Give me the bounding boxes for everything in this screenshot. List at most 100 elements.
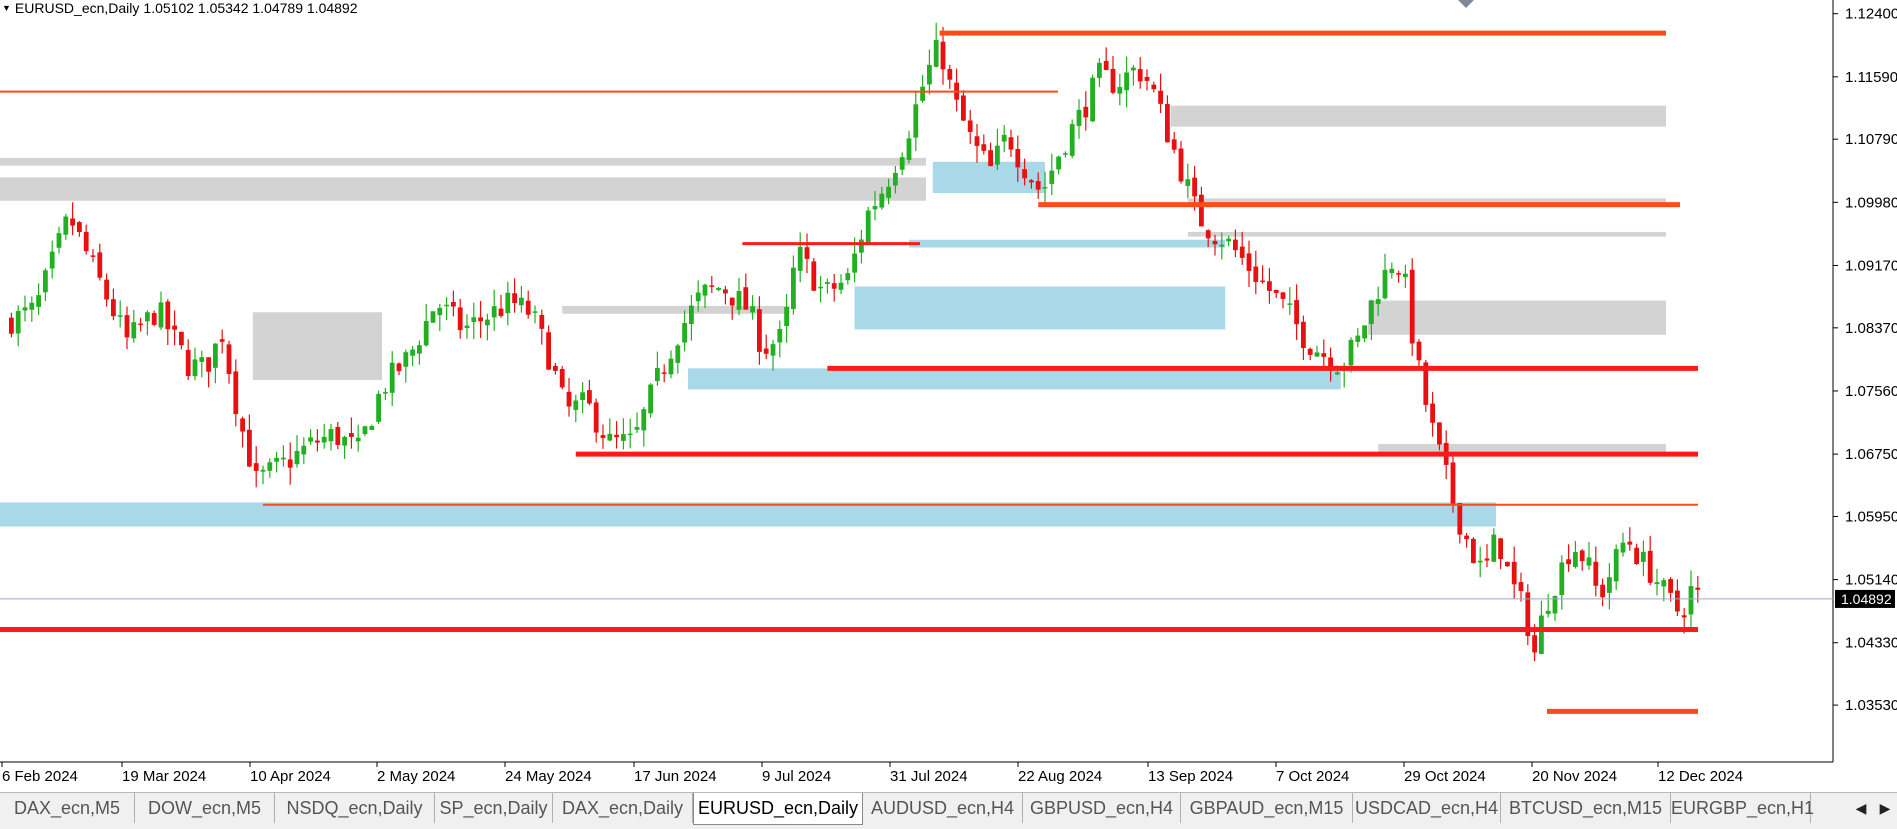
tab-eurgbp-ecn-h1[interactable]: EURGBP_ecn,H1 bbox=[1671, 793, 1814, 823]
candle-bull bbox=[641, 409, 647, 431]
zone-blue-10 bbox=[688, 368, 1341, 390]
y-tick-label: 1.05950 bbox=[1845, 508, 1897, 525]
scroll-tabs-right-icon[interactable]: ▶ bbox=[1874, 797, 1896, 819]
chart-area[interactable]: 1.04892 1.12400 1.11590 1.10790 1.09980 1.091… bbox=[0, 0, 1897, 800]
tab-sp-ecn-daily[interactable]: SP_ecn,Daily bbox=[435, 793, 553, 823]
tab-usdcad-ecn-h4[interactable]: USDCAD_ecn,H4 bbox=[1353, 793, 1501, 823]
candle-bear bbox=[1437, 422, 1442, 445]
candle-bull bbox=[886, 186, 891, 198]
tab-gbpusd-ecn-h4[interactable]: GBPUSD_ecn,H4 bbox=[1023, 793, 1181, 823]
candle-bear bbox=[1158, 90, 1163, 104]
candle-bull bbox=[63, 216, 69, 235]
x-tick-label: 24 May 2024 bbox=[505, 768, 592, 785]
candle-bull bbox=[852, 253, 857, 273]
scroll-tabs-left-icon[interactable]: ◀ bbox=[1850, 797, 1872, 819]
candle-bear bbox=[1178, 148, 1184, 182]
candle-bear bbox=[1239, 246, 1245, 258]
candle-bear bbox=[709, 285, 715, 287]
candle-bull bbox=[1613, 549, 1619, 582]
y-tick-label: 1.09170 bbox=[1845, 257, 1897, 274]
candle-bear bbox=[1328, 357, 1333, 371]
candle-bull bbox=[505, 292, 511, 314]
y-tick-label: 1.08370 bbox=[1845, 320, 1897, 337]
candle-bull bbox=[485, 319, 490, 326]
candle-bull bbox=[784, 307, 789, 327]
candle-bear bbox=[1267, 281, 1272, 291]
candle-bull bbox=[655, 368, 660, 382]
tab-eurusd-ecn-daily[interactable]: EURUSD_ecn,Daily bbox=[693, 793, 863, 825]
candle-bear bbox=[1307, 348, 1313, 355]
candle-bull bbox=[1335, 372, 1340, 375]
candle-bull bbox=[464, 325, 470, 329]
chart-header: ▼ EURUSD_ecn,Daily 1.05102 1.05342 1.047… bbox=[2, 0, 358, 16]
candle-bear bbox=[1015, 148, 1021, 168]
candle-bear bbox=[831, 283, 837, 289]
candle-bull bbox=[621, 434, 626, 441]
candle-bull bbox=[1539, 615, 1544, 654]
candle-bull bbox=[1097, 62, 1102, 78]
current-price-tag-text: 1.04892 bbox=[1841, 591, 1892, 607]
tab-dax-ecn-daily[interactable]: DAX_ecn,Daily bbox=[553, 793, 693, 823]
tab-gbpaud-ecn-m15[interactable]: GBPAUD_ecn,M15 bbox=[1181, 793, 1353, 823]
candle-bull bbox=[845, 273, 851, 281]
candle-bear bbox=[83, 231, 89, 252]
candle-bull bbox=[1661, 580, 1667, 587]
candle-bull bbox=[573, 400, 579, 410]
candle-bull bbox=[410, 349, 415, 356]
zone-gray-2 bbox=[1170, 105, 1666, 127]
tab-dax-ecn-m5[interactable]: DAX_ecn,M5 bbox=[0, 793, 135, 823]
candle-bull bbox=[797, 246, 803, 271]
candle-bull bbox=[791, 267, 796, 310]
candle-bear bbox=[1212, 240, 1218, 245]
tab-audusd-ecn-h4[interactable]: AUDUSD_ecn,H4 bbox=[863, 793, 1023, 823]
x-tick-label: 2 May 2024 bbox=[377, 768, 455, 785]
candle-bear bbox=[1273, 289, 1279, 293]
candle-bull bbox=[1117, 87, 1123, 94]
zone-blue-13 bbox=[0, 502, 1496, 527]
candle-bear bbox=[70, 218, 75, 226]
candle-bull bbox=[36, 295, 41, 307]
zone-gray-6 bbox=[252, 312, 382, 381]
candle-bear bbox=[1035, 181, 1041, 190]
candle-bull bbox=[879, 193, 885, 208]
candlestick-chart[interactable]: 1.04892 1.12400 1.11590 1.10790 1.09980 1.091… bbox=[0, 0, 1897, 792]
candle-bull bbox=[423, 321, 429, 346]
candle-bull bbox=[702, 284, 708, 296]
candle-bear bbox=[743, 287, 749, 310]
candle-bull bbox=[369, 426, 375, 430]
candle-bull bbox=[192, 359, 198, 377]
candle-bull bbox=[899, 157, 905, 170]
candle-bear bbox=[729, 297, 735, 306]
candle-bull bbox=[1607, 577, 1612, 593]
candle-bull bbox=[1090, 77, 1095, 122]
candle-bull bbox=[321, 436, 327, 443]
tab-nsdq-ecn-daily[interactable]: NSDQ_ecn,Daily bbox=[275, 793, 435, 823]
candle-bull bbox=[716, 287, 721, 290]
zone-gray-5 bbox=[1368, 300, 1666, 335]
candle-bear bbox=[1199, 194, 1204, 227]
candle-bull bbox=[1355, 335, 1361, 342]
current-price-tag bbox=[1835, 589, 1895, 608]
candle-bull bbox=[294, 450, 300, 465]
candle-bear bbox=[233, 371, 239, 415]
zone-gray-4 bbox=[1187, 231, 1666, 237]
candle-bear bbox=[763, 348, 769, 354]
candle-bear bbox=[1396, 273, 1401, 275]
candle-bull bbox=[1688, 586, 1694, 615]
tab-btcusd-ecn-m15[interactable]: BTCUSD_ecn,M15 bbox=[1501, 793, 1671, 823]
tab-dow-ecn-m5[interactable]: DOW_ecn,M5 bbox=[135, 793, 275, 823]
candle-bear bbox=[457, 307, 463, 331]
candle-bull bbox=[131, 322, 137, 339]
candle-bull bbox=[491, 306, 497, 318]
x-tick-label: 7 Oct 2024 bbox=[1276, 768, 1349, 785]
candle-bull bbox=[1131, 67, 1136, 71]
candle-bear bbox=[179, 331, 184, 346]
dropdown-triangle-icon[interactable]: ▼ bbox=[2, 3, 11, 13]
candle-bear bbox=[90, 255, 96, 257]
candle-bear bbox=[1022, 169, 1027, 179]
y-tick-label: 1.06750 bbox=[1845, 446, 1897, 463]
zone-gray-7 bbox=[562, 306, 790, 314]
candle-bear bbox=[1260, 280, 1265, 283]
candle-bear bbox=[165, 301, 171, 330]
candle-bear bbox=[1668, 579, 1673, 593]
